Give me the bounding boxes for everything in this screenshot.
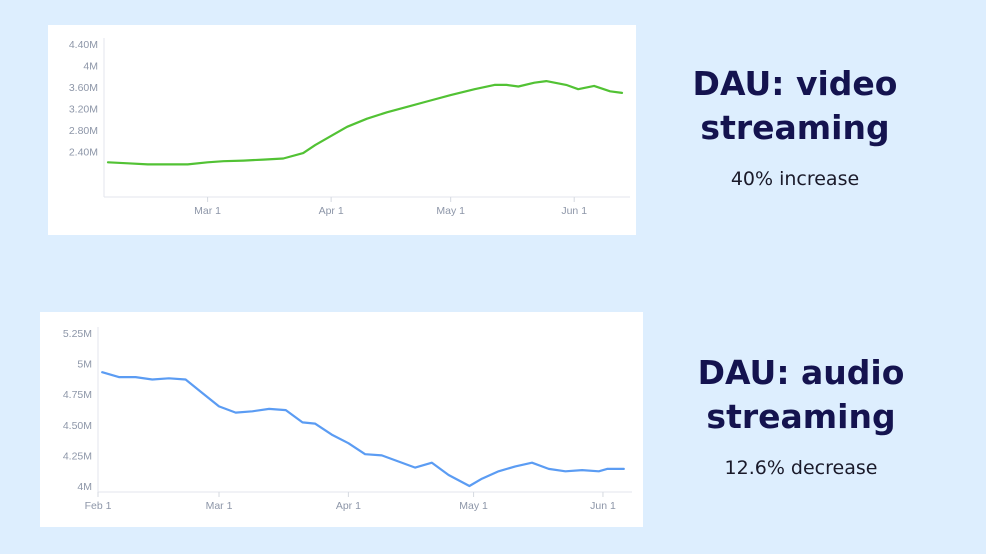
- x-tick-label: May 1: [436, 205, 465, 217]
- video-dau-chart-card: 2.40M 2.80M 3.20M 3.60M 4M 4.40M Mar 1 Apr 1 May…: [48, 25, 636, 235]
- y-tick-label: 5.25M: [63, 328, 92, 340]
- video-streaming-change: 40% increase: [730, 168, 860, 190]
- series-line: [101, 371, 625, 488]
- x-tick-label: May 1: [459, 500, 488, 512]
- video-streaming-summary: DAU: video streaming 40% increase: [660, 62, 930, 190]
- y-tick-label: 5M: [77, 359, 92, 371]
- y-tick-label: 4.40M: [69, 39, 98, 51]
- x-tick-label: Mar 1: [194, 205, 221, 217]
- video-streaming-title: DAU: video streaming: [692, 64, 898, 147]
- series-line: [106, 79, 624, 166]
- x-tick-label: Feb 1: [85, 500, 112, 512]
- audio-streaming-title: DAU: audio streaming: [697, 353, 905, 436]
- audio-streaming-summary: DAU: audio streaming 12.6% decrease: [666, 351, 936, 479]
- y-tick-label: 3.60M: [69, 82, 98, 94]
- y-tick-label: 2.80M: [69, 125, 98, 137]
- audio-streaming-change: 12.6% decrease: [724, 457, 878, 479]
- x-tick-label: Apr 1: [319, 205, 344, 217]
- video-dau-line-chart: 2.40M 2.80M 3.20M 3.60M 4M 4.40M Mar 1 Apr 1 May…: [69, 38, 630, 217]
- x-tick-label: Apr 1: [336, 500, 361, 512]
- y-tick-label: 4M: [83, 61, 98, 73]
- y-tick-label: 2.40M: [69, 147, 98, 159]
- y-tick-label: 4.25M: [63, 450, 92, 462]
- y-tick-label: 4.50M: [63, 420, 92, 432]
- audio-dau-chart-card: 4M 4.25M 4.50M 4.75M 5M 5.25M Feb 1 Mar 1 Apr 1 M…: [40, 312, 643, 527]
- x-tick-label: Mar 1: [206, 500, 233, 512]
- y-tick-label: 3.20M: [69, 104, 98, 116]
- x-tick-label: Jun 1: [590, 500, 616, 512]
- x-tick-label: Jun 1: [561, 205, 587, 217]
- audio-dau-line-chart: 4M 4.25M 4.50M 4.75M 5M 5.25M Feb 1 Mar 1 Apr 1 M…: [63, 327, 632, 512]
- y-tick-label: 4.75M: [63, 389, 92, 401]
- y-tick-label: 4M: [77, 481, 92, 493]
